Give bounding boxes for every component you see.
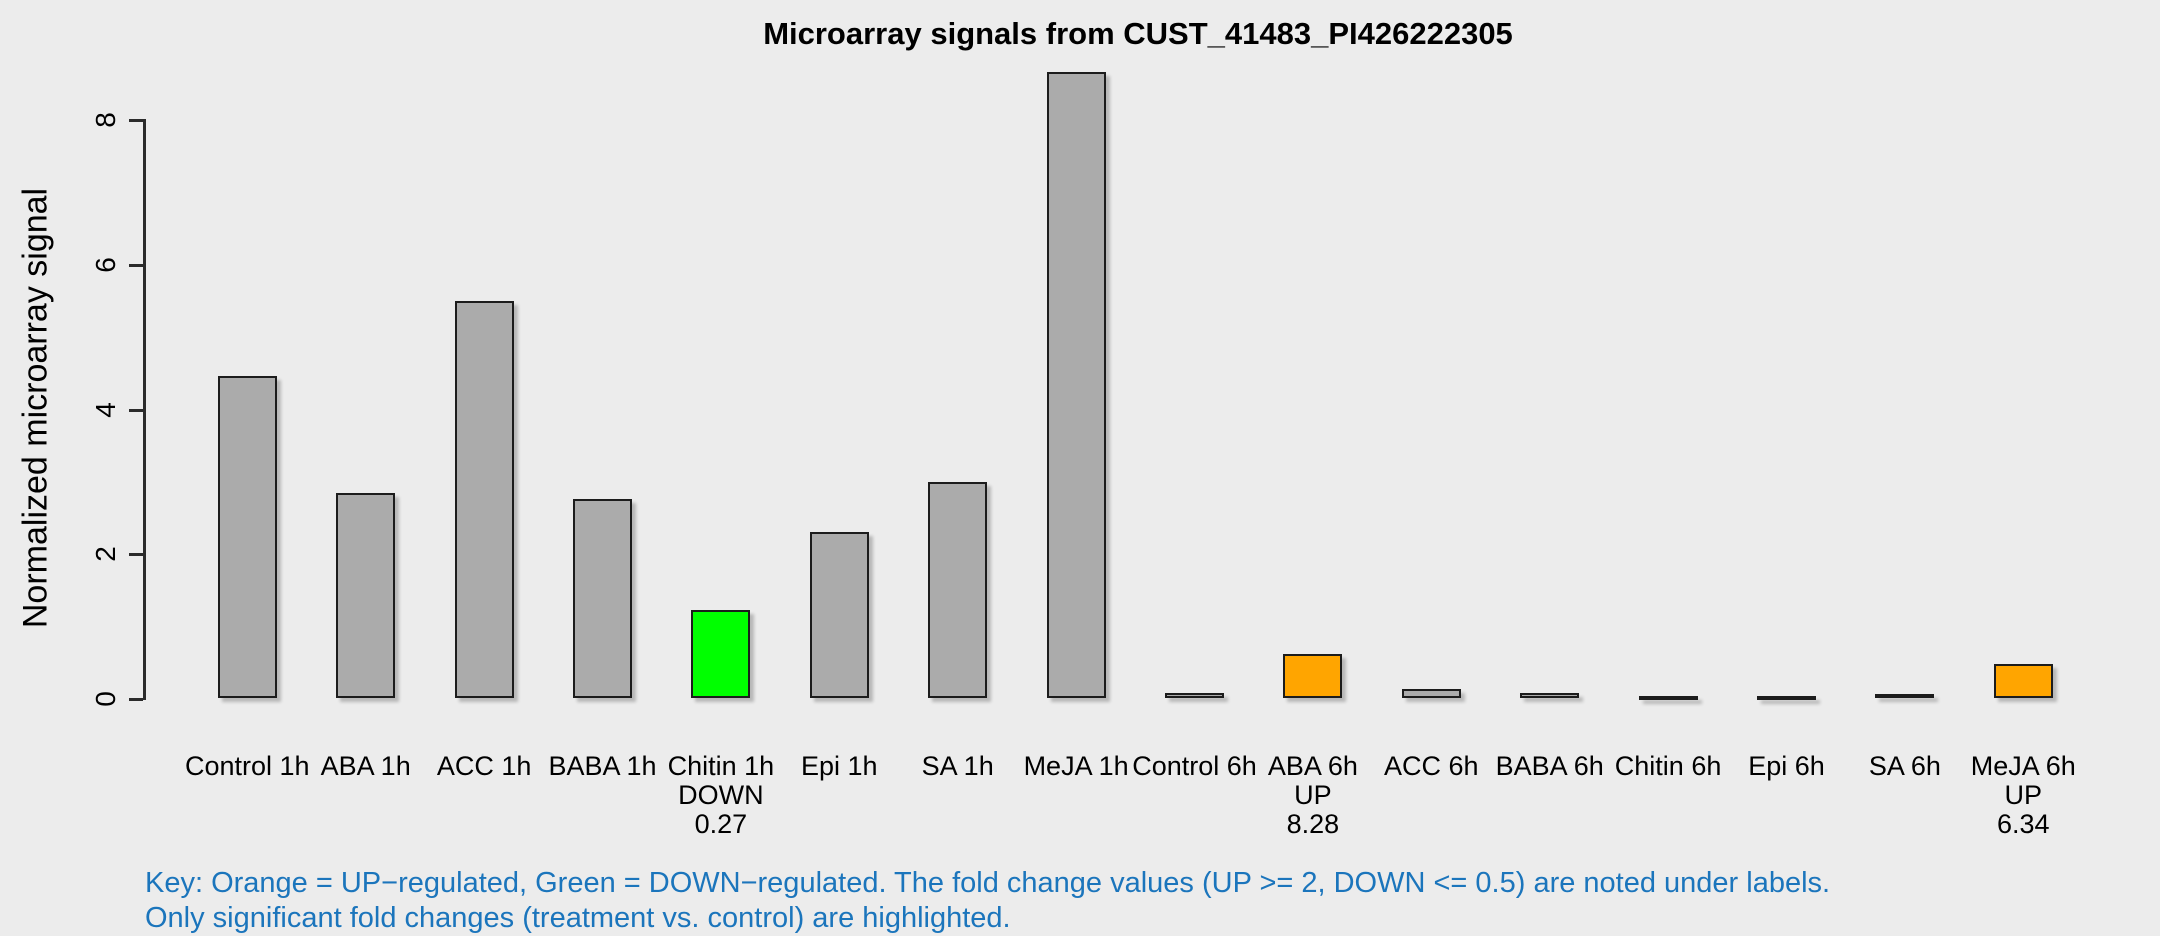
x-label-baba-6h: BABA 6h [1440, 752, 1660, 781]
category-name: Control 6h [1132, 751, 1257, 781]
y-tick-label: 0 [90, 691, 121, 707]
bar-baba-1h [573, 499, 632, 698]
y-tick-mark [129, 553, 143, 557]
bar-baba-6h [1520, 692, 1580, 698]
fold-change-value: 6.34 [1997, 809, 2050, 839]
bar-aba-1h [336, 493, 396, 698]
category-name: ACC 1h [436, 751, 532, 781]
x-label-meja-1h: MeJA 1h [966, 752, 1186, 781]
y-tick-label: 8 [90, 112, 121, 129]
regulation-label: UP [1294, 780, 1332, 810]
bar-chitin-1h [691, 609, 751, 698]
y-tick-mark [129, 408, 143, 412]
category-name: ABA 6h [1267, 751, 1358, 781]
bar-aba-6h [1283, 653, 1343, 698]
category-name: Control 1h [185, 751, 310, 781]
category-name: BABA 1h [548, 751, 657, 781]
category-name: Chitin 1h [667, 751, 775, 781]
category-name: SA 6h [1868, 751, 1941, 781]
key-line-2: Only significant fold changes (treatment… [145, 902, 1011, 934]
x-label-sa-6h: SA 6h [1795, 752, 2015, 781]
y-tick-label: 4 [90, 401, 121, 418]
category-name: SA 1h [921, 751, 994, 781]
key-block: Key: Orange = UP−regulated, Green = DOWN… [145, 866, 1830, 936]
x-label-sa-1h: SA 1h [848, 752, 1068, 781]
y-tick-label: 6 [90, 257, 121, 273]
bar-acc-1h [454, 300, 514, 698]
x-label-epi-1h: Epi 1h [729, 752, 949, 781]
category-name: Chitin 6h [1614, 751, 1722, 781]
bar-epi-6h [1757, 695, 1816, 700]
y-tick-label: 2 [90, 546, 121, 563]
x-label-baba-1h: BABA 1h [493, 752, 713, 781]
x-label-epi-6h: Epi 6h [1677, 752, 1897, 781]
x-label-acc-1h: ACC 1h [374, 752, 594, 781]
bar-epi-1h [809, 532, 869, 698]
category-name: MeJA 1h [1023, 751, 1129, 781]
y-tick-mark [129, 698, 143, 701]
category-name: MeJA 6h [1970, 751, 2076, 781]
bar-chitin-6h [1638, 695, 1698, 700]
x-label-meja-6h: MeJA 6h UP 6.34 [1913, 752, 2133, 839]
bar-sa-6h [1875, 693, 1935, 698]
x-label-aba-6h: ABA 6h UP 8.28 [1203, 752, 1423, 839]
fold-change-value: 0.27 [694, 809, 748, 839]
regulation-label: DOWN [678, 780, 764, 810]
x-label-control-6h: Control 6h [1085, 752, 1305, 781]
x-label-chitin-6h: Chitin 6h [1558, 752, 1778, 781]
bar-control-1h [217, 376, 277, 698]
bar-control-6h [1165, 692, 1224, 698]
y-tick-mark [129, 119, 143, 123]
y-axis-line [143, 119, 146, 700]
category-name: ACC 6h [1384, 751, 1479, 781]
category-name: Epi 1h [801, 751, 878, 781]
bar-meja-6h [1993, 664, 2053, 698]
bar-meja-1h [1046, 71, 1106, 698]
y-tick-mark [129, 263, 143, 267]
x-label-acc-6h: ACC 6h [1321, 752, 1541, 781]
bar-sa-1h [928, 481, 988, 698]
regulation-label: UP [2004, 780, 2043, 810]
x-label-aba-1h: ABA 1h [256, 752, 476, 781]
category-name: BABA 6h [1495, 751, 1604, 781]
fold-change-value: 8.28 [1286, 809, 1340, 839]
chart-title: Microarray signals from CUST_41483_PI426… [763, 16, 1513, 51]
bar-acc-6h [1401, 689, 1461, 698]
key-line-1: Key: Orange = UP−regulated, Green = DOWN… [145, 867, 1831, 899]
category-name: ABA 1h [320, 751, 411, 781]
x-label-chitin-1h: Chitin 1h DOWN 0.27 [611, 752, 831, 839]
x-label-control-1h: Control 1h [137, 752, 357, 781]
y-axis-label: Normalized microarray signal [16, 187, 55, 629]
category-name: Epi 6h [1748, 751, 1825, 781]
